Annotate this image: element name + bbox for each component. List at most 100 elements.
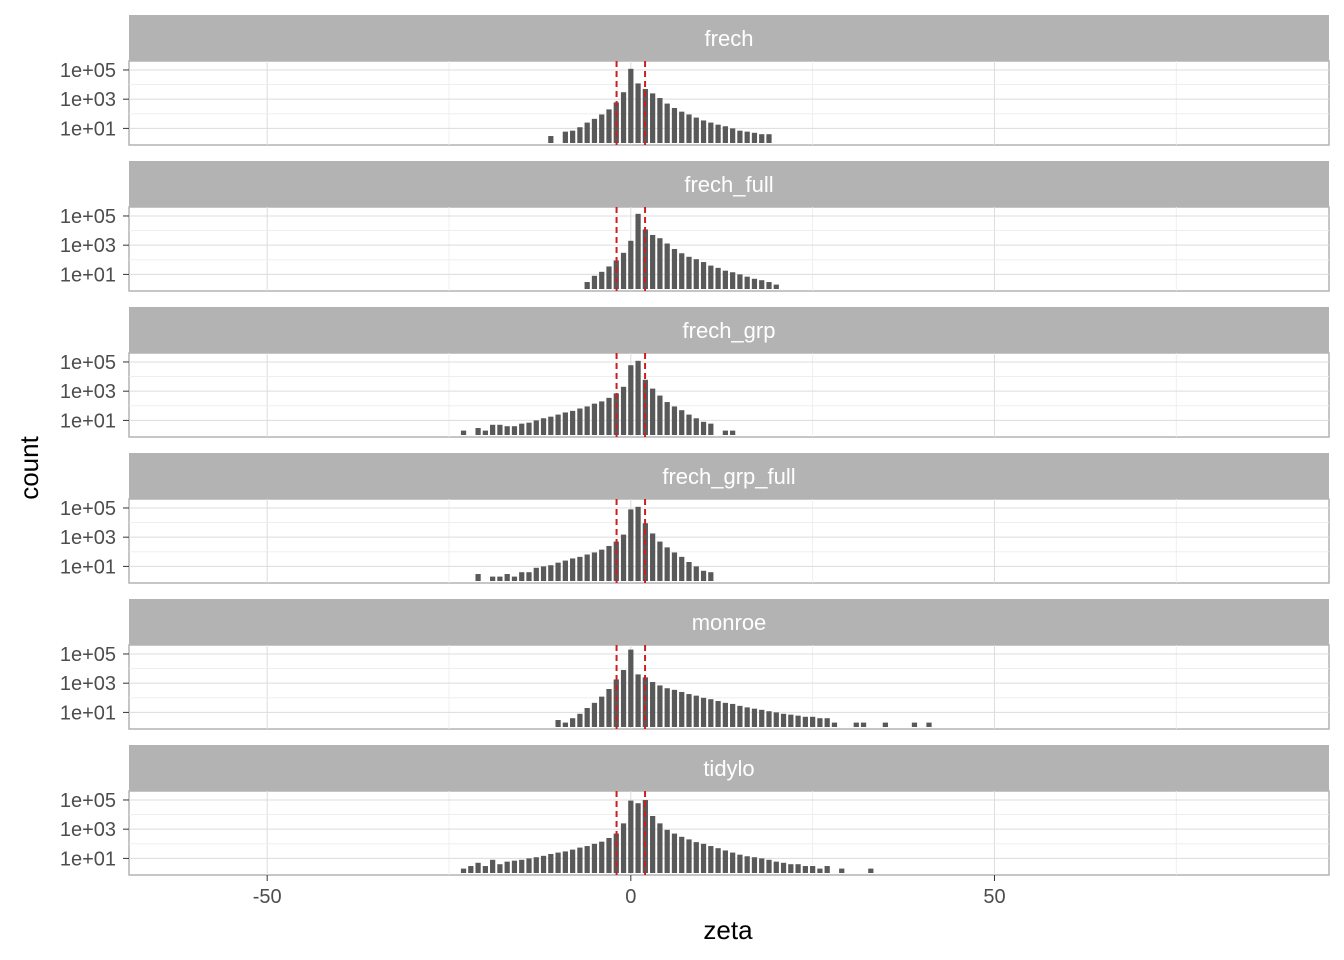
histogram-bar bbox=[620, 252, 627, 289]
y-tick-label: 1e+01 bbox=[60, 556, 116, 578]
histogram-bar bbox=[628, 240, 634, 289]
histogram-bar bbox=[700, 262, 707, 289]
facet-strip bbox=[129, 161, 1329, 207]
histogram-bar bbox=[715, 701, 721, 727]
histogram-bar bbox=[664, 103, 670, 143]
histogram-bar bbox=[722, 270, 728, 289]
histogram-bar bbox=[759, 858, 765, 873]
histogram-bar bbox=[911, 722, 918, 727]
histogram-bar bbox=[693, 566, 699, 581]
histogram-bar bbox=[606, 837, 612, 873]
histogram-bar bbox=[824, 866, 830, 873]
histogram-bar bbox=[548, 136, 554, 143]
x-axis-title: zeta bbox=[703, 915, 753, 945]
histogram-bar bbox=[650, 388, 656, 435]
histogram-bar bbox=[635, 803, 641, 873]
facet-strip-label: frech_full bbox=[684, 172, 773, 197]
histogram-bar bbox=[584, 846, 590, 873]
histogram-bar bbox=[628, 800, 634, 873]
histogram-bar bbox=[490, 424, 496, 435]
histogram-bar bbox=[671, 107, 678, 143]
histogram-bar bbox=[548, 565, 554, 581]
y-tick-label: 1e+01 bbox=[60, 848, 116, 870]
histogram-bar bbox=[737, 130, 743, 143]
histogram-bar bbox=[540, 418, 547, 435]
facet-strip bbox=[129, 745, 1329, 791]
histogram-bar bbox=[650, 682, 656, 727]
histogram-bar bbox=[664, 243, 670, 289]
facet-panel bbox=[128, 60, 1330, 146]
histogram-bar bbox=[584, 282, 590, 289]
facet-strip bbox=[129, 307, 1329, 353]
histogram-bar bbox=[657, 823, 663, 873]
histogram-bar bbox=[555, 720, 561, 727]
histogram-bar bbox=[737, 705, 743, 727]
histogram-bar bbox=[868, 868, 874, 873]
histogram-bar bbox=[671, 552, 678, 581]
histogram-bar bbox=[759, 134, 765, 143]
histogram-bar bbox=[759, 280, 765, 289]
histogram-bar bbox=[468, 866, 474, 873]
histogram-bar bbox=[606, 109, 612, 143]
facet-strip bbox=[129, 599, 1329, 645]
histogram-bar bbox=[599, 841, 605, 873]
x-tick-label: 0 bbox=[625, 886, 636, 908]
histogram-bar bbox=[657, 238, 663, 289]
y-tick-label: 1e+01 bbox=[60, 702, 116, 724]
histogram-bar bbox=[599, 271, 605, 289]
histogram-bar bbox=[511, 426, 518, 435]
facet-strip-label: monroe bbox=[692, 610, 767, 635]
histogram-bar bbox=[671, 833, 678, 873]
histogram-bar bbox=[613, 679, 619, 727]
histogram-bar bbox=[555, 562, 561, 581]
histogram-bar bbox=[460, 430, 467, 435]
histogram-bar bbox=[817, 718, 823, 727]
y-tick-label: 1e+05 bbox=[60, 352, 116, 374]
histogram-bar bbox=[482, 430, 488, 435]
histogram-bar bbox=[628, 365, 634, 435]
histogram-bar bbox=[773, 861, 779, 873]
histogram-bar bbox=[810, 866, 816, 873]
histogram-bar bbox=[664, 402, 670, 435]
histogram-bar bbox=[591, 702, 598, 727]
histogram-bar bbox=[635, 213, 641, 289]
histogram-bar bbox=[824, 718, 830, 727]
histogram-bar bbox=[730, 430, 736, 435]
facet-strip bbox=[129, 453, 1329, 499]
histogram-bar bbox=[584, 707, 590, 727]
y-tick-label: 1e+03 bbox=[60, 381, 116, 403]
histogram-bar bbox=[642, 677, 648, 727]
histogram-bar bbox=[751, 857, 758, 873]
facet-strip bbox=[129, 15, 1329, 61]
histogram-bar bbox=[555, 414, 561, 435]
histogram-bar bbox=[635, 506, 641, 581]
x-axis: -50 0 50 bbox=[253, 875, 1006, 908]
y-tick-label: 1e+03 bbox=[60, 673, 116, 695]
histogram-bar bbox=[722, 430, 728, 435]
histogram-bar bbox=[744, 276, 750, 289]
histogram-bar bbox=[853, 722, 859, 727]
histogram-bar bbox=[504, 574, 510, 581]
histogram-bar bbox=[497, 576, 503, 581]
histogram-bar bbox=[780, 862, 787, 873]
histogram-bar bbox=[526, 858, 532, 873]
histogram-bar bbox=[475, 428, 481, 435]
histogram-bar bbox=[751, 708, 758, 727]
facet-panel bbox=[128, 498, 1330, 584]
histogram-bar bbox=[831, 722, 838, 727]
histogram-bar bbox=[664, 829, 670, 873]
histogram-bar bbox=[577, 847, 583, 873]
histogram-bar bbox=[759, 709, 765, 727]
histogram-bar bbox=[715, 267, 721, 289]
histogram-bar bbox=[635, 360, 641, 435]
histogram-bar bbox=[562, 560, 568, 581]
y-tick-label: 1e+05 bbox=[60, 790, 116, 812]
histogram-bar bbox=[584, 122, 590, 143]
histogram-bar bbox=[737, 274, 743, 289]
histogram-bar bbox=[540, 566, 547, 581]
histogram-bar bbox=[686, 694, 692, 727]
histogram-bar bbox=[722, 702, 728, 727]
histogram-bar bbox=[650, 93, 656, 143]
histogram-bar bbox=[802, 866, 808, 873]
